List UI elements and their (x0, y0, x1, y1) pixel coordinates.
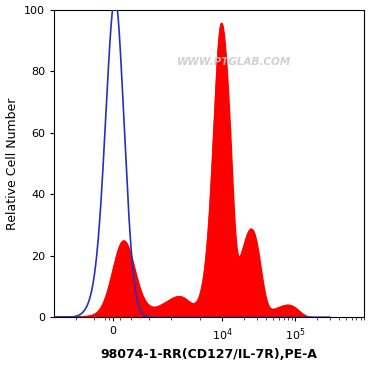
Text: WWW.PTGLAB.COM: WWW.PTGLAB.COM (177, 57, 291, 67)
Y-axis label: Relative Cell Number: Relative Cell Number (6, 97, 18, 230)
X-axis label: 98074-1-RR(CD127/IL-7R),PE-A: 98074-1-RR(CD127/IL-7R),PE-A (101, 348, 318, 361)
